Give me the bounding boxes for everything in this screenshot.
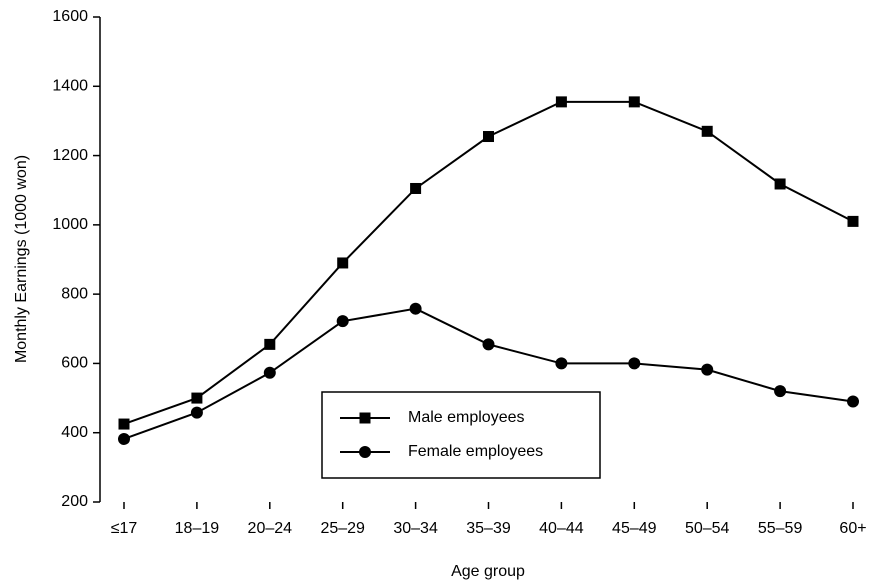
y-tick-label: 1000 [52, 216, 88, 233]
marker [701, 363, 714, 376]
x-tick-label: ≤17 [111, 520, 138, 537]
marker [336, 315, 349, 328]
marker [555, 96, 567, 108]
marker [410, 182, 422, 194]
y-tick-label: 600 [61, 355, 88, 372]
x-tick-label: 18–19 [175, 520, 220, 537]
marker [483, 131, 494, 143]
marker [774, 178, 786, 190]
x-axis-title: Age group [451, 563, 525, 580]
x-tick-label: 45–49 [612, 520, 657, 537]
y-tick-label: 1400 [52, 78, 88, 95]
marker [409, 302, 422, 315]
marker [847, 395, 859, 408]
x-tick-label: 30–34 [393, 520, 438, 537]
legend-label: Female employees [408, 443, 543, 460]
series-line [123, 100, 854, 425]
x-tick-label: 20–24 [248, 520, 293, 537]
marker [264, 338, 276, 350]
marker [628, 96, 640, 108]
marker [482, 338, 495, 351]
marker [847, 215, 859, 227]
marker [337, 257, 349, 269]
marker [359, 446, 371, 458]
x-tick-label: 35–39 [466, 520, 511, 537]
y-tick-label: 200 [61, 493, 88, 510]
y-tick-label: 1600 [52, 8, 88, 25]
marker [555, 357, 568, 370]
y-tick-label: 400 [61, 424, 88, 441]
marker [118, 432, 130, 445]
y-tick-label: 1200 [52, 147, 88, 164]
marker [701, 125, 713, 137]
marker [190, 406, 203, 419]
x-tick-label: 50–54 [685, 520, 730, 537]
marker [359, 412, 371, 424]
x-tick-label: 40–44 [539, 520, 584, 537]
marker [191, 392, 203, 404]
x-tick-label: 25–29 [320, 520, 365, 537]
marker [118, 418, 130, 430]
legend-label: Male employees [408, 409, 525, 426]
x-tick-label: 60+ [839, 520, 866, 537]
x-tick-label: 55–59 [758, 520, 803, 537]
y-axis-title: Monthly Earnings (1000 won) [13, 155, 30, 363]
marker [628, 357, 641, 370]
y-tick-label: 800 [61, 285, 88, 302]
marker [774, 385, 787, 398]
legend-box [321, 391, 601, 479]
marker [263, 366, 276, 379]
